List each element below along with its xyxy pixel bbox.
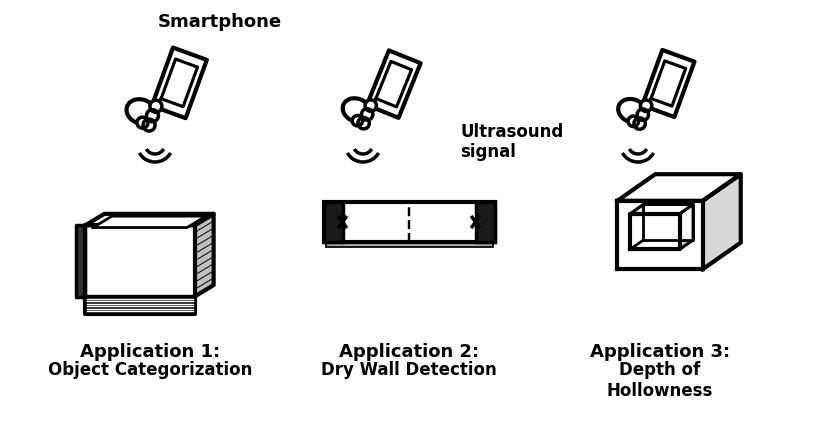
Polygon shape	[680, 205, 693, 249]
Circle shape	[143, 119, 155, 131]
Bar	[323, 202, 343, 242]
Polygon shape	[195, 214, 213, 297]
Text: Object Categorization: Object Categorization	[47, 361, 252, 379]
Circle shape	[137, 117, 148, 128]
Polygon shape	[376, 62, 411, 107]
Ellipse shape	[618, 99, 646, 122]
Circle shape	[146, 110, 159, 122]
Circle shape	[365, 100, 376, 111]
Polygon shape	[85, 225, 195, 297]
Polygon shape	[85, 214, 213, 225]
Circle shape	[358, 117, 369, 129]
Polygon shape	[161, 59, 197, 106]
Circle shape	[628, 116, 639, 127]
Bar	[475, 202, 495, 242]
Polygon shape	[618, 174, 741, 201]
Polygon shape	[85, 297, 195, 314]
Text: Application 3:: Application 3:	[590, 343, 730, 361]
Circle shape	[640, 100, 652, 111]
Circle shape	[353, 115, 362, 126]
Text: Smartphone: Smartphone	[158, 13, 282, 31]
Bar	[326, 242, 492, 247]
Text: Dry Wall Detection: Dry Wall Detection	[321, 361, 497, 379]
Circle shape	[634, 118, 645, 129]
Text: Application 1:: Application 1:	[80, 343, 220, 361]
Circle shape	[150, 100, 162, 112]
Ellipse shape	[127, 99, 156, 124]
Polygon shape	[618, 201, 703, 269]
Polygon shape	[152, 48, 207, 118]
Text: Ultrasound
signal: Ultrasound signal	[460, 123, 564, 161]
Circle shape	[637, 109, 649, 120]
Text: Application 2:: Application 2:	[339, 343, 479, 361]
Polygon shape	[642, 50, 694, 117]
Ellipse shape	[343, 98, 371, 122]
Circle shape	[362, 109, 373, 120]
Polygon shape	[630, 205, 693, 214]
Polygon shape	[651, 61, 685, 106]
Polygon shape	[76, 225, 85, 297]
Polygon shape	[644, 205, 693, 240]
Bar	[323, 202, 495, 242]
Polygon shape	[366, 51, 420, 118]
Polygon shape	[703, 174, 741, 269]
Polygon shape	[93, 216, 206, 227]
Text: Depth of
Hollowness: Depth of Hollowness	[607, 361, 713, 400]
